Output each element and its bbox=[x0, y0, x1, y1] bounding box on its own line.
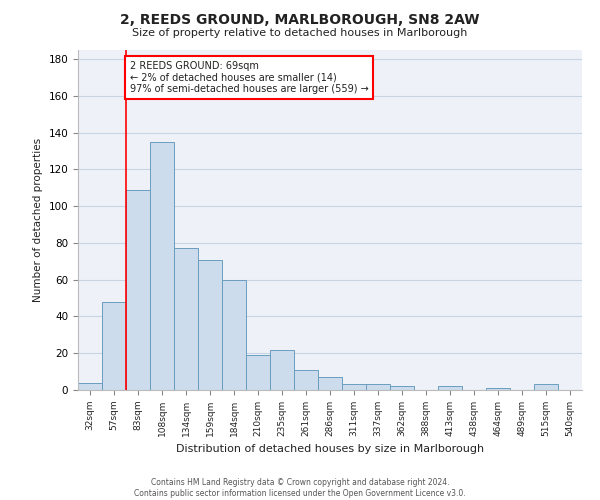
Bar bbox=[78, 382, 102, 390]
Bar bbox=[174, 248, 198, 390]
Bar bbox=[342, 384, 366, 390]
Bar bbox=[294, 370, 318, 390]
Bar bbox=[486, 388, 510, 390]
Bar bbox=[150, 142, 174, 390]
Bar bbox=[102, 302, 126, 390]
Text: 2, REEDS GROUND, MARLBOROUGH, SN8 2AW: 2, REEDS GROUND, MARLBOROUGH, SN8 2AW bbox=[120, 12, 480, 26]
Bar bbox=[222, 280, 246, 390]
Bar bbox=[126, 190, 150, 390]
Bar bbox=[246, 355, 270, 390]
Bar bbox=[534, 384, 558, 390]
Text: 2 REEDS GROUND: 69sqm
← 2% of detached houses are smaller (14)
97% of semi-detac: 2 REEDS GROUND: 69sqm ← 2% of detached h… bbox=[130, 61, 368, 94]
Bar bbox=[366, 384, 390, 390]
Bar bbox=[438, 386, 462, 390]
X-axis label: Distribution of detached houses by size in Marlborough: Distribution of detached houses by size … bbox=[176, 444, 484, 454]
Bar bbox=[390, 386, 414, 390]
Bar bbox=[198, 260, 222, 390]
Text: Size of property relative to detached houses in Marlborough: Size of property relative to detached ho… bbox=[133, 28, 467, 38]
Bar bbox=[270, 350, 294, 390]
Y-axis label: Number of detached properties: Number of detached properties bbox=[33, 138, 43, 302]
Bar bbox=[318, 377, 342, 390]
Text: Contains HM Land Registry data © Crown copyright and database right 2024.
Contai: Contains HM Land Registry data © Crown c… bbox=[134, 478, 466, 498]
